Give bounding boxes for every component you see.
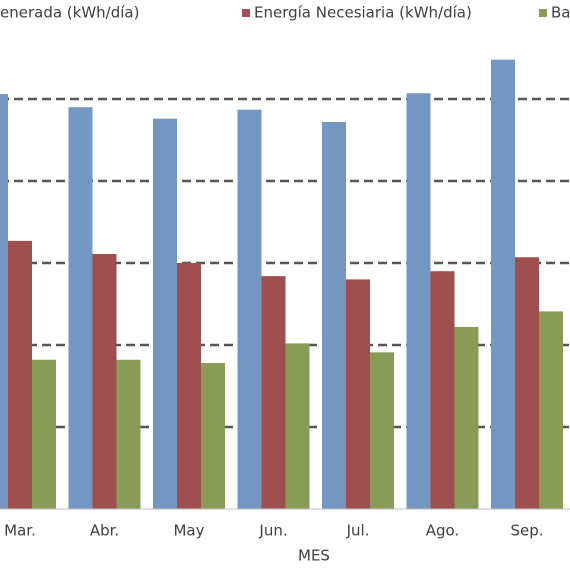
- bar: [116, 359, 141, 509]
- bar: [430, 271, 455, 509]
- x-tick-label: May: [173, 522, 204, 540]
- bar: [153, 118, 177, 510]
- bar: [0, 94, 8, 509]
- bar: [261, 276, 286, 509]
- bar: [237, 109, 262, 509]
- bar: [68, 107, 93, 509]
- x-tick-label: Ago.: [426, 522, 459, 540]
- bar: [177, 263, 201, 509]
- x-tick-label: Abr.: [90, 522, 119, 540]
- bar: [322, 121, 346, 510]
- bar: [406, 93, 431, 509]
- bar: [346, 279, 370, 509]
- legend-label: Ba: [551, 4, 570, 22]
- bar: [539, 311, 563, 509]
- legend-swatch: [539, 9, 547, 17]
- bar: [285, 343, 310, 509]
- bar: [370, 352, 394, 509]
- bar: [8, 240, 32, 510]
- legend-label: enerada (kWh/día): [0, 4, 139, 22]
- x-tick-label: Jun.: [258, 522, 287, 540]
- x-tick-label: Mar.: [4, 522, 36, 540]
- x-tick-label: Jul.: [346, 522, 370, 540]
- bar: [201, 363, 225, 509]
- legend-swatch: [242, 9, 250, 17]
- bar: [92, 253, 117, 509]
- x-axis-label: MES: [298, 547, 330, 565]
- bar: [491, 59, 515, 509]
- bar: [454, 326, 479, 509]
- legend-label: Energía Necesiaria (kWh/día): [254, 4, 472, 22]
- bar: [32, 359, 56, 509]
- x-tick-label: Sep.: [510, 522, 543, 540]
- bar: [515, 257, 539, 509]
